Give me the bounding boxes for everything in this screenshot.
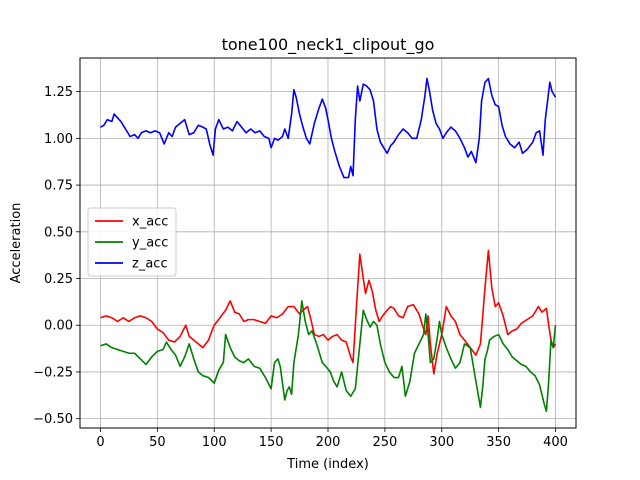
legend-label-z_acc: z_acc bbox=[132, 257, 168, 272]
y-tick-label: 0.50 bbox=[44, 225, 73, 240]
plot-area bbox=[100, 77, 557, 412]
series-line-x_acc bbox=[100, 249, 557, 375]
y-tick-label: 0.25 bbox=[44, 272, 73, 287]
legend-label-x_acc: x_acc bbox=[132, 215, 168, 230]
x-tick-label: 300 bbox=[429, 435, 454, 450]
legend-box bbox=[87, 207, 177, 277]
y-axis-label: Acceleration bbox=[9, 203, 24, 284]
x-tick-label: 250 bbox=[372, 435, 397, 450]
axis-ticks: 0 50 100 150 200 250 300 350 400 −0.50 −0.25 0.00 0.… bbox=[33, 85, 568, 450]
y-tick-label: −0.25 bbox=[33, 365, 73, 380]
x-tick-label: 400 bbox=[543, 435, 568, 450]
series-line-z_acc bbox=[100, 77, 557, 179]
chart-title: tone100_neck1_clipout_go bbox=[222, 35, 435, 55]
legend: x_acc y_acc z_acc bbox=[87, 207, 177, 277]
x-tick-label: 350 bbox=[486, 435, 511, 450]
y-tick-label: 1.25 bbox=[44, 85, 73, 100]
x-tick-label: 50 bbox=[149, 435, 166, 450]
x-tick-label: 0 bbox=[96, 435, 104, 450]
x-axis-label: Time (index) bbox=[286, 457, 369, 472]
y-tick-label: −0.50 bbox=[33, 412, 73, 427]
x-tick-label: 150 bbox=[259, 435, 284, 450]
y-tick-label: 0.00 bbox=[44, 319, 73, 334]
grid bbox=[80, 58, 576, 428]
x-tick-label: 100 bbox=[202, 435, 227, 450]
y-tick-label: 0.75 bbox=[44, 179, 73, 194]
series-line-y_acc bbox=[100, 300, 557, 412]
legend-label-y_acc: y_acc bbox=[132, 236, 168, 251]
x-tick-label: 200 bbox=[316, 435, 341, 450]
y-tick-label: 1.00 bbox=[44, 132, 73, 147]
